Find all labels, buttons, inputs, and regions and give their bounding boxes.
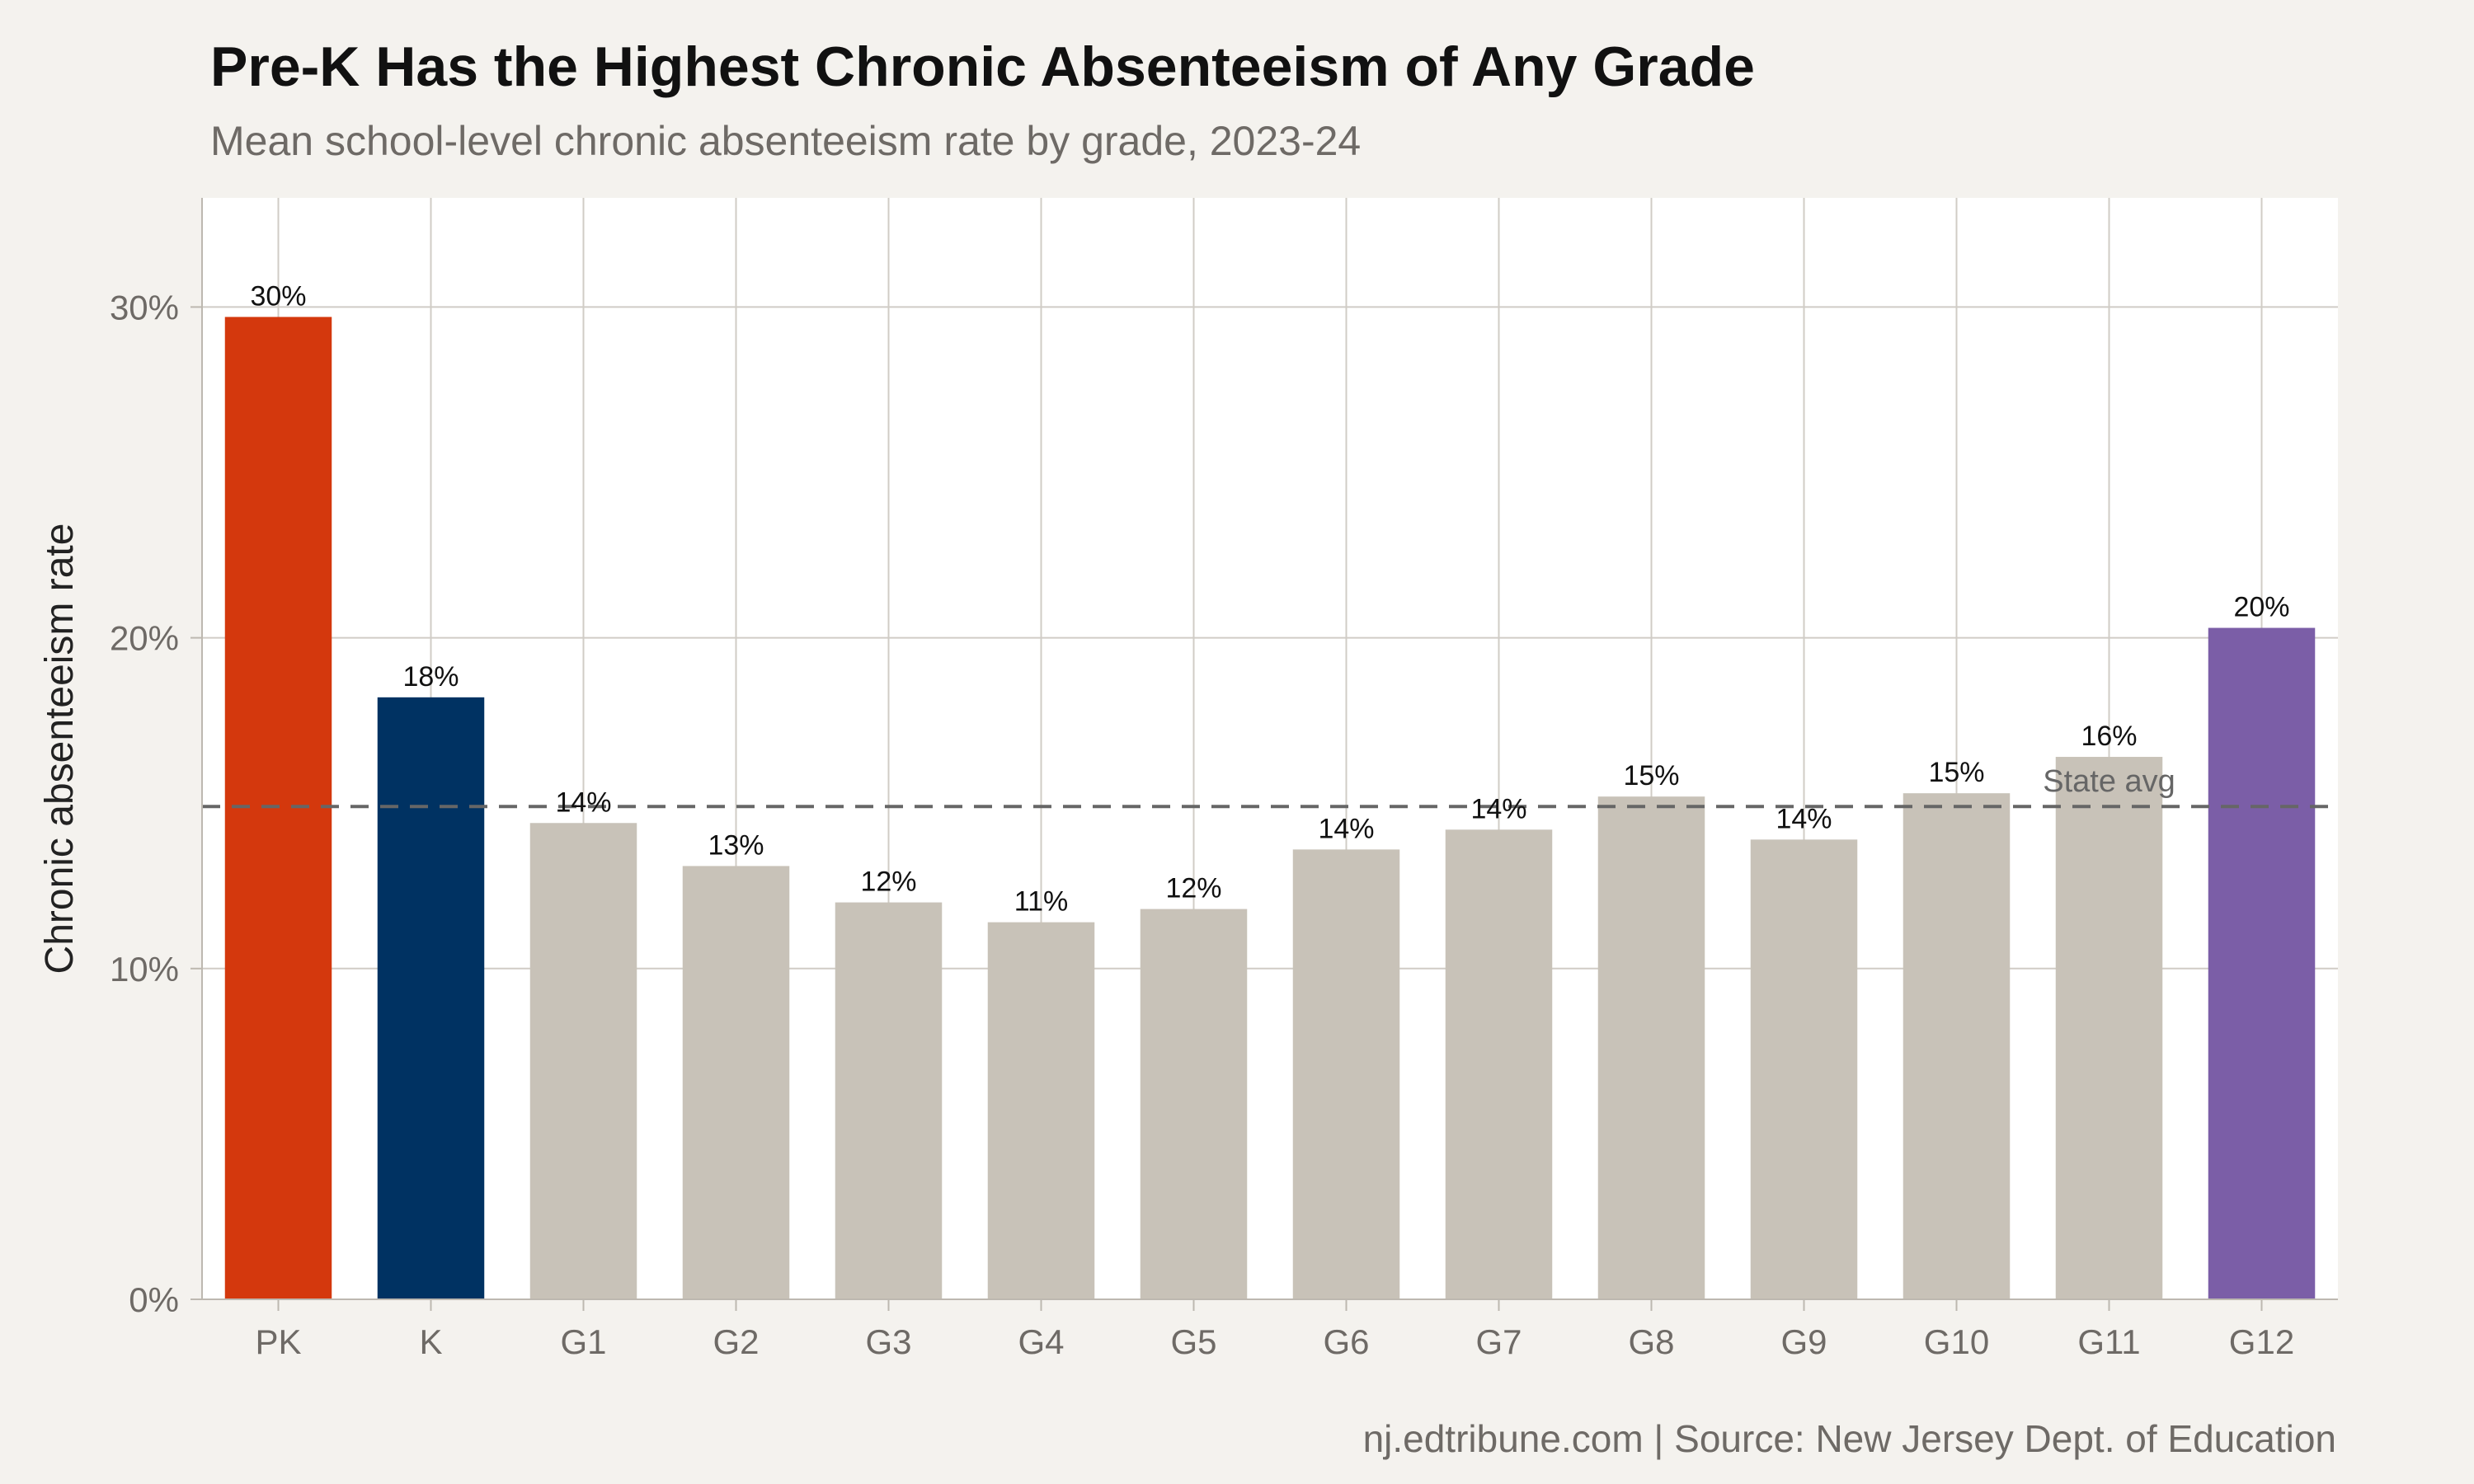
data-label-g7: 14% [1470, 793, 1526, 824]
x-tick-label: G2 [713, 1322, 759, 1361]
data-label-g10: 15% [1928, 757, 1984, 788]
x-tick-label: G12 [2229, 1322, 2294, 1361]
x-tick-label: G5 [1170, 1322, 1216, 1361]
bar-g12 [2208, 627, 2316, 1299]
y-tick-label: 0% [129, 1280, 179, 1319]
x-tick-label: G8 [1628, 1322, 1674, 1361]
data-label-g11: 16% [2081, 721, 2137, 752]
y-tick-label: 10% [110, 950, 179, 989]
y-tick-label: 20% [110, 619, 179, 658]
bar-g10 [1903, 793, 2011, 1299]
data-label-g2: 13% [708, 829, 764, 861]
reference-line-group: State avg [202, 764, 2338, 809]
bar-pk [224, 317, 332, 1300]
chart-subtitle: Mean school-level chronic absenteeism ra… [210, 118, 1362, 164]
x-tick-label: K [419, 1322, 442, 1361]
bar-g6 [1292, 849, 1400, 1299]
bar-g1 [529, 823, 637, 1299]
axes: 0% 10% 20% 30% PK K G1 G2 G3 G4 G5 G6 G7 G8 G9 G10 G11 G1… [110, 198, 2338, 1361]
bar-g3 [835, 902, 943, 1299]
y-axis-title: Chronic absenteeism rate [38, 524, 82, 974]
x-tick-label: G3 [865, 1322, 911, 1361]
bar-g11 [2055, 757, 2163, 1299]
x-tick-label: G7 [1475, 1322, 1522, 1361]
x-tick-label: G11 [2077, 1322, 2140, 1361]
data-label-g6: 14% [1318, 813, 1374, 844]
data-label-g4: 11% [1014, 886, 1069, 918]
data-label-g5: 12% [1165, 873, 1221, 904]
data-label-k: 18% [402, 661, 459, 693]
bar-g2 [682, 866, 790, 1299]
x-tick-label: G9 [1780, 1322, 1827, 1361]
data-label-g12: 20% [2233, 592, 2289, 623]
x-tick-label: G4 [1018, 1322, 1064, 1361]
bar-g9 [1750, 839, 1858, 1299]
chart-title: Pre-K Has the Highest Chronic Absenteeis… [210, 35, 1755, 98]
data-label-g3: 12% [860, 866, 916, 898]
bar-g7 [1445, 829, 1553, 1299]
bars [224, 317, 2316, 1300]
x-tick-label: PK [255, 1322, 301, 1361]
data-label-g8: 15% [1623, 760, 1679, 791]
y-tick-label: 30% [110, 288, 179, 326]
bar-g8 [1597, 796, 1705, 1299]
x-tick-label: G6 [1323, 1322, 1369, 1361]
x-tick-label: G1 [560, 1322, 606, 1361]
bar-k [377, 697, 485, 1299]
data-label-g9: 14% [1776, 803, 1832, 834]
chart-caption: nj.edtribune.com | Source: New Jersey De… [1362, 1417, 2336, 1460]
data-labels: 30% 18% 14% 13% 12% 11% 12% 14% 14% 15% 14% 15% 16% 2… [250, 280, 2289, 917]
state-average-label: State avg [2043, 764, 2175, 799]
data-label-g1: 14% [555, 787, 611, 818]
x-tick-label: G10 [1924, 1322, 1989, 1361]
bar-g4 [987, 922, 1095, 1299]
data-label-pk: 30% [250, 280, 306, 312]
plot-panel [202, 198, 2338, 1299]
bar-g5 [1140, 909, 1248, 1299]
